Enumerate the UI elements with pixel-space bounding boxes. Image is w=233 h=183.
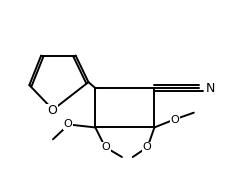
Text: O: O xyxy=(47,104,57,117)
Text: O: O xyxy=(102,142,110,152)
Text: O: O xyxy=(63,119,72,130)
Text: N: N xyxy=(206,82,215,95)
Text: O: O xyxy=(171,115,179,125)
Text: O: O xyxy=(142,142,151,152)
